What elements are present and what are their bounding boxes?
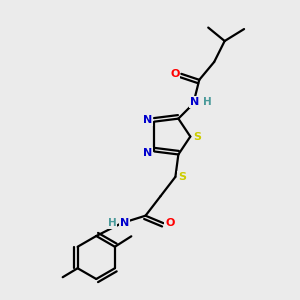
Text: N: N: [190, 97, 200, 107]
Text: H: H: [203, 97, 212, 107]
Text: N: N: [143, 115, 152, 125]
Text: O: O: [170, 69, 179, 79]
Text: N: N: [120, 218, 129, 228]
Text: S: S: [178, 172, 186, 182]
Text: N: N: [143, 148, 152, 158]
Text: S: S: [193, 132, 201, 142]
Text: O: O: [165, 218, 175, 228]
Text: H: H: [108, 218, 116, 228]
